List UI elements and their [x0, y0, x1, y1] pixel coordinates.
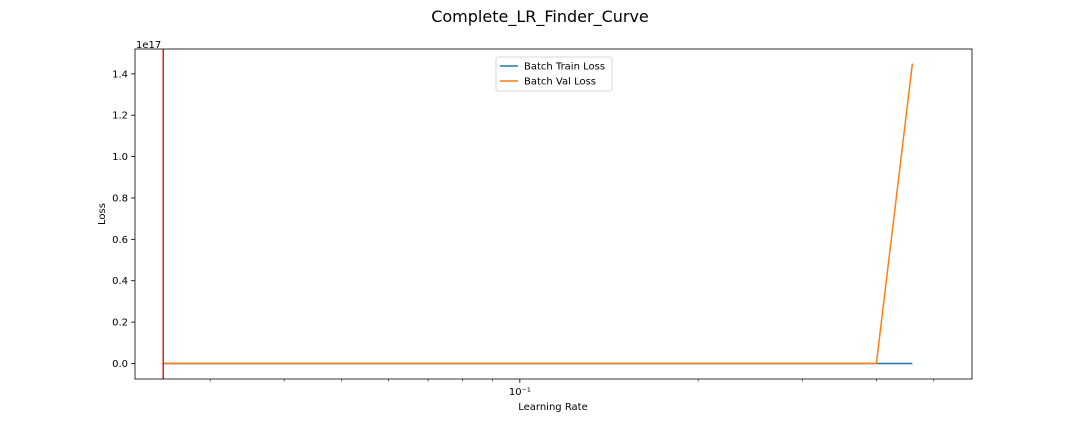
y-axis-ticks: 0.0 0.2 0.4 0.6 0.8 1.0 1.2 1.4	[112, 69, 135, 370]
y-axis-label: Loss	[97, 203, 108, 225]
y-tick-label: 0.2	[112, 318, 128, 329]
y-tick-label: 1.4	[112, 69, 128, 80]
y-offset-label: 1e17	[136, 40, 161, 51]
plot-area	[135, 49, 972, 379]
y-tick-label: 1.0	[112, 152, 128, 163]
series-layer	[163, 63, 914, 365]
legend-box	[495, 56, 613, 92]
y-tick-label: 1.2	[112, 111, 128, 122]
legend-label: Batch Val Loss	[524, 77, 596, 88]
x-axis-ticks: 10⁻¹	[209, 379, 935, 398]
x-axis-label: Learning Rate	[518, 402, 588, 413]
y-tick-label: 0.0	[112, 359, 128, 370]
y-tick-label: 0.4	[112, 276, 128, 287]
x-tick-label: 10⁻¹	[509, 387, 531, 398]
series-line-batch-val-loss	[163, 63, 914, 365]
legend-label: Batch Train Loss	[524, 62, 605, 73]
legend: Batch Train Loss Batch Val Loss	[495, 56, 613, 92]
plot-frame	[134, 48, 973, 380]
y-tick-label: 0.6	[112, 235, 128, 246]
y-tick-label: 0.8	[112, 193, 128, 204]
chart-title: Complete_LR_Finder_Curve	[431, 7, 649, 27]
